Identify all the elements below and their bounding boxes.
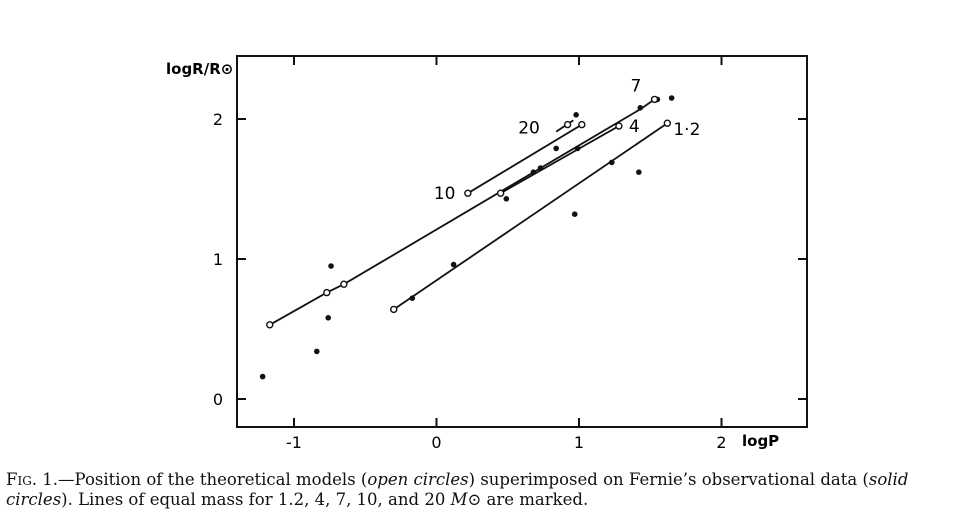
observed-point [668, 95, 675, 101]
model-point [496, 189, 505, 197]
y-tick-label: 2 [213, 110, 223, 129]
model-point [464, 189, 472, 197]
observed-point [553, 145, 559, 152]
mass-line-label-10: 10 [434, 184, 456, 204]
x-tick-label: 0 [431, 433, 441, 452]
caption-solid-circles: solid circles [6, 470, 909, 509]
y-tick-label: 1 [213, 250, 223, 269]
caption-mass-symbol: M⊙ [450, 490, 482, 509]
observed-point [637, 105, 644, 111]
x-tick-label: -1 [286, 433, 302, 452]
caption-open-circles: open circles [367, 470, 469, 489]
model-point [615, 122, 623, 130]
mass-line-1-2 [393, 122, 668, 311]
model-point [578, 120, 586, 129]
plot-frame [236, 55, 808, 428]
observed-point [636, 169, 642, 175]
observed-point [328, 263, 334, 269]
x-tick-label: 2 [716, 433, 726, 452]
model-point [323, 288, 331, 297]
data-points [259, 95, 675, 380]
observed-point [259, 373, 266, 380]
x-axis-title: logP [742, 432, 779, 450]
caption-text-4: are marked. [481, 490, 589, 509]
observed-point [530, 169, 537, 175]
model-point [663, 119, 672, 127]
mass-line-10 [467, 123, 583, 194]
observed-point [503, 196, 510, 202]
caption-text-1: —Position of the theoretical models ( [58, 470, 368, 489]
caption-text-3: ). Lines of equal mass for 1.2, 4, 7, 10… [61, 490, 451, 509]
mass-line-4 [500, 125, 620, 194]
model-point [650, 95, 659, 104]
model-point [266, 321, 274, 329]
model-point [390, 305, 398, 314]
y-tick-label: 0 [213, 390, 223, 409]
observed-point [314, 348, 320, 355]
figure-label: Fig. 1. [6, 470, 59, 489]
observed-point [574, 145, 581, 152]
x-tick-label: 1 [574, 433, 584, 452]
observed-point [573, 112, 579, 118]
plot-area-border [236, 55, 808, 428]
observed-point [450, 261, 457, 268]
observed-point [571, 211, 578, 217]
observed-point [537, 165, 544, 171]
mass-line-label-7: 7 [631, 76, 642, 96]
caption-text-2: ) superimposed on Fernie’s observational… [468, 470, 869, 489]
figure-caption: Fig. 1.—Position of the theoretical mode… [6, 470, 974, 510]
mass-line-labels: 1·2 4 7 10 20 [434, 76, 701, 204]
observed-point [409, 295, 416, 302]
model-point [340, 280, 348, 288]
mass-line-label-20: 20 [518, 119, 540, 139]
observed-point [325, 315, 332, 321]
mass-line-label-4: 4 [629, 117, 640, 137]
model-point [563, 120, 572, 129]
mass-line-label-1-2: 1·2 [673, 120, 700, 140]
observed-point [608, 159, 615, 166]
y-axis-title: logR/R⊙ [166, 60, 233, 78]
